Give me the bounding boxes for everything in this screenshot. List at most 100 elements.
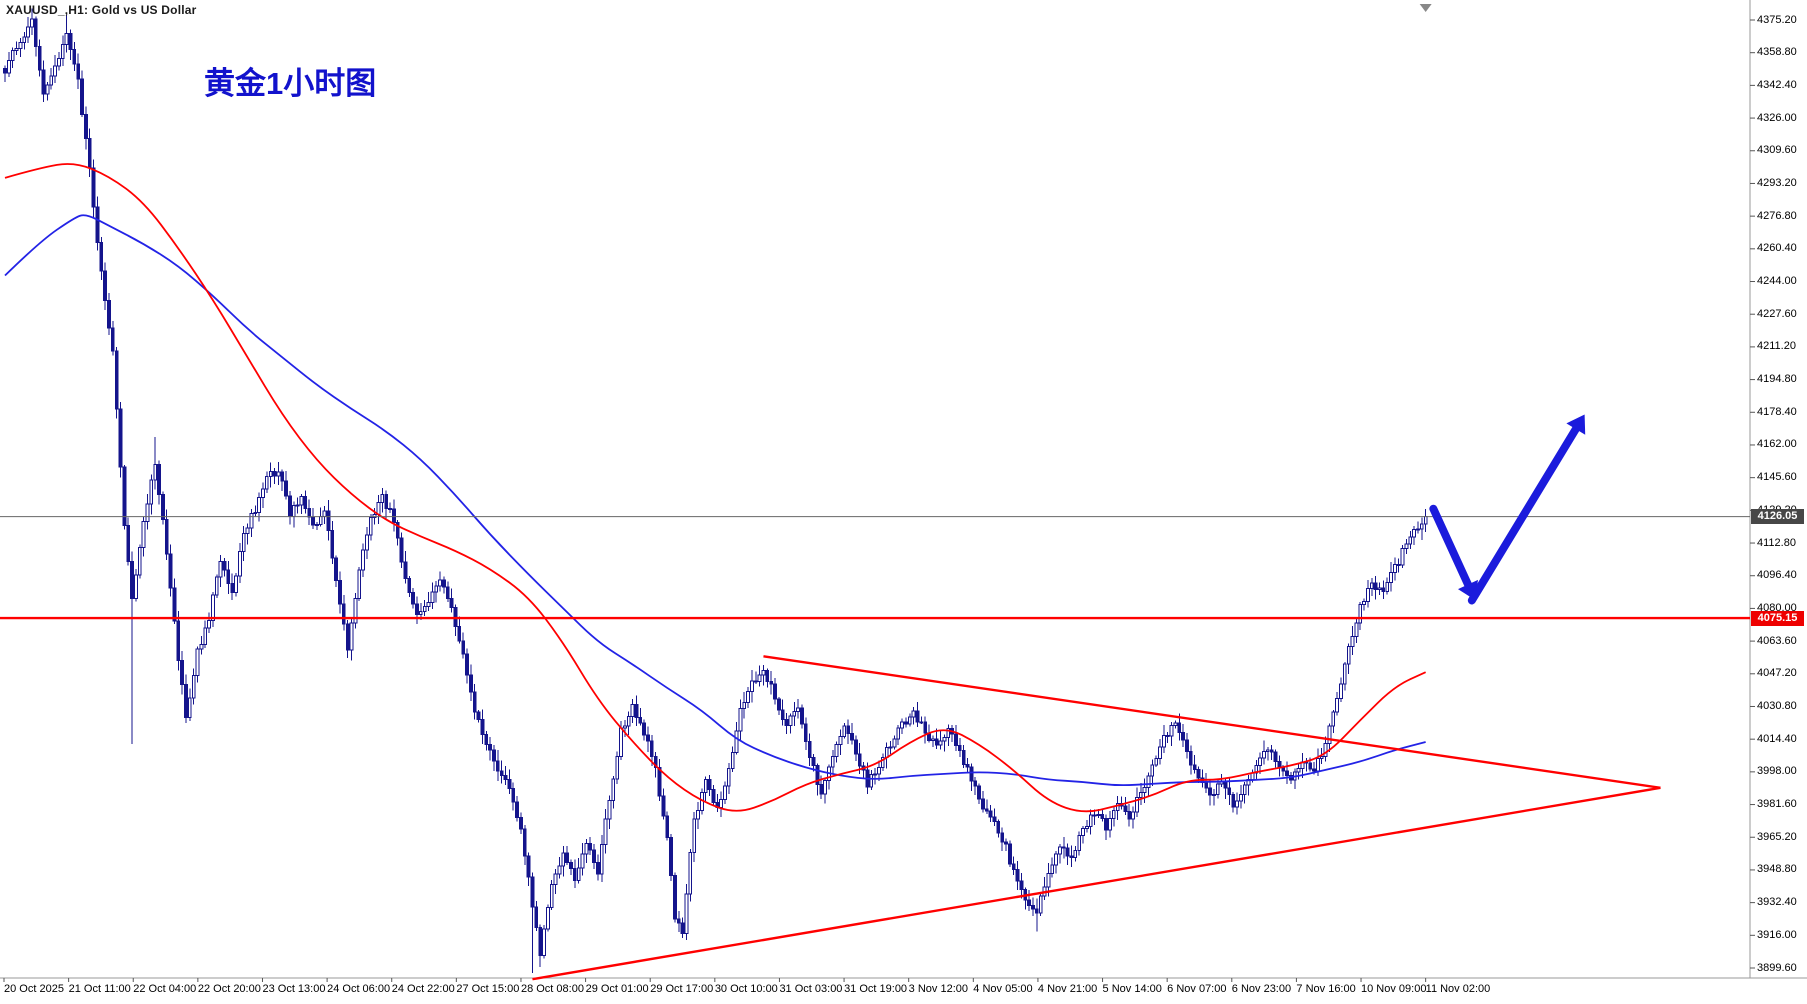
candle-body	[10, 50, 15, 61]
price-axis-label: 3916.00	[1757, 928, 1797, 941]
candle-body	[137, 546, 142, 576]
candle-body	[1319, 756, 1324, 760]
candle-body	[1265, 749, 1270, 753]
price-axis-label: 4375.20	[1757, 13, 1797, 26]
candle-body	[191, 675, 196, 699]
candle-body	[788, 715, 793, 727]
candle-body	[815, 765, 820, 785]
candle-body	[615, 756, 620, 780]
triangle-upper-trendline[interactable]	[763, 655, 1661, 789]
candle-body	[249, 513, 254, 529]
candle-body	[1212, 794, 1216, 797]
candle-body	[311, 516, 315, 526]
candle-body	[1115, 802, 1120, 811]
candle-body	[1011, 863, 1016, 870]
candle-body	[110, 327, 115, 352]
candle-body	[888, 746, 893, 749]
candle-body	[1096, 814, 1101, 817]
candle-body	[91, 167, 96, 208]
candle-body	[134, 574, 138, 600]
candle-body	[526, 855, 531, 878]
candle-body	[280, 471, 285, 482]
candle-body	[326, 510, 331, 531]
candle-body	[234, 575, 238, 594]
candle-body	[1123, 805, 1128, 813]
candle-body	[996, 820, 1001, 834]
candle-body	[757, 674, 762, 682]
candle-body	[676, 918, 681, 924]
price-axis-label: 4030.80	[1757, 699, 1797, 712]
candle-body	[1208, 787, 1212, 796]
time-axis-label: 3 Nov 12:00	[908, 983, 968, 995]
candle-body	[349, 622, 354, 651]
time-axis-label: 6 Nov 07:00	[1167, 983, 1227, 995]
candle-body	[1000, 832, 1005, 843]
candle-body	[372, 513, 377, 519]
time-axis-label: 6 Nov 23:00	[1231, 983, 1292, 995]
candle-body	[295, 504, 300, 507]
candle-body	[1084, 826, 1089, 829]
candle-body	[1416, 528, 1420, 531]
triangle-lower-trendline[interactable]	[532, 786, 1661, 981]
price-axis-label: 4276.80	[1757, 209, 1797, 222]
candle-body	[1273, 751, 1278, 763]
candle-body	[553, 873, 558, 886]
candle-body	[1215, 783, 1220, 796]
candle-body	[1146, 775, 1151, 789]
candle-body	[761, 670, 766, 676]
chart-shift-marker[interactable]	[1419, 4, 1432, 12]
price-axis-label: 3899.60	[1757, 961, 1797, 974]
candle-body	[1366, 588, 1370, 603]
candle-body	[1196, 769, 1201, 779]
candle-body	[399, 537, 404, 563]
candle-body	[507, 779, 512, 789]
candle-body	[842, 725, 847, 737]
time-axis-label: 28 Oct 08:00	[520, 983, 584, 995]
candle-body	[638, 717, 643, 724]
candle-body	[30, 18, 34, 28]
candle-body	[1408, 536, 1413, 545]
price-axis-label: 4194.80	[1757, 373, 1797, 386]
candle-body	[222, 560, 227, 571]
candle-body	[230, 582, 235, 594]
candle-body	[565, 852, 570, 863]
candle-body	[1081, 827, 1085, 836]
candle-body	[380, 494, 385, 504]
candle-body	[438, 579, 442, 587]
price-axis-label: 3965.20	[1757, 830, 1797, 843]
candle-body	[1385, 582, 1390, 592]
candle-body	[465, 653, 469, 676]
price-axis-label: 4162.00	[1757, 438, 1797, 451]
candle-body	[1192, 764, 1197, 771]
candle-body	[588, 843, 593, 851]
price-axis-label: 4309.60	[1757, 144, 1797, 157]
candle-body	[426, 601, 431, 607]
candle-body	[726, 768, 731, 787]
candle-body	[850, 733, 854, 741]
candle-body	[1204, 781, 1209, 789]
forecast-arrow-up[interactable]	[1467, 425, 1580, 605]
candle-body	[646, 734, 650, 742]
forecast-arrow-down[interactable]	[1429, 504, 1472, 589]
price-axis-label: 3932.40	[1757, 896, 1797, 909]
candle-body	[6, 59, 11, 74]
price-axis-label: 4178.40	[1757, 405, 1797, 418]
candle-body	[160, 493, 165, 520]
candle-body	[1088, 814, 1093, 828]
candle-body	[1169, 725, 1174, 737]
candle-body	[538, 926, 543, 956]
candle-body	[1339, 683, 1343, 700]
candle-body	[1358, 603, 1363, 624]
candle-body	[992, 816, 997, 822]
candle-body	[719, 799, 724, 809]
candlestick-layer[interactable]	[3, 8, 1428, 974]
candle-body	[1419, 523, 1424, 530]
time-axis-label: 4 Nov 21:00	[1037, 983, 1098, 995]
price-axis-label: 4014.40	[1757, 732, 1797, 745]
candle-body	[961, 750, 966, 766]
candle-body	[692, 818, 697, 853]
candle-body	[946, 728, 951, 739]
candle-body	[1346, 646, 1351, 665]
candle-body	[415, 603, 419, 616]
